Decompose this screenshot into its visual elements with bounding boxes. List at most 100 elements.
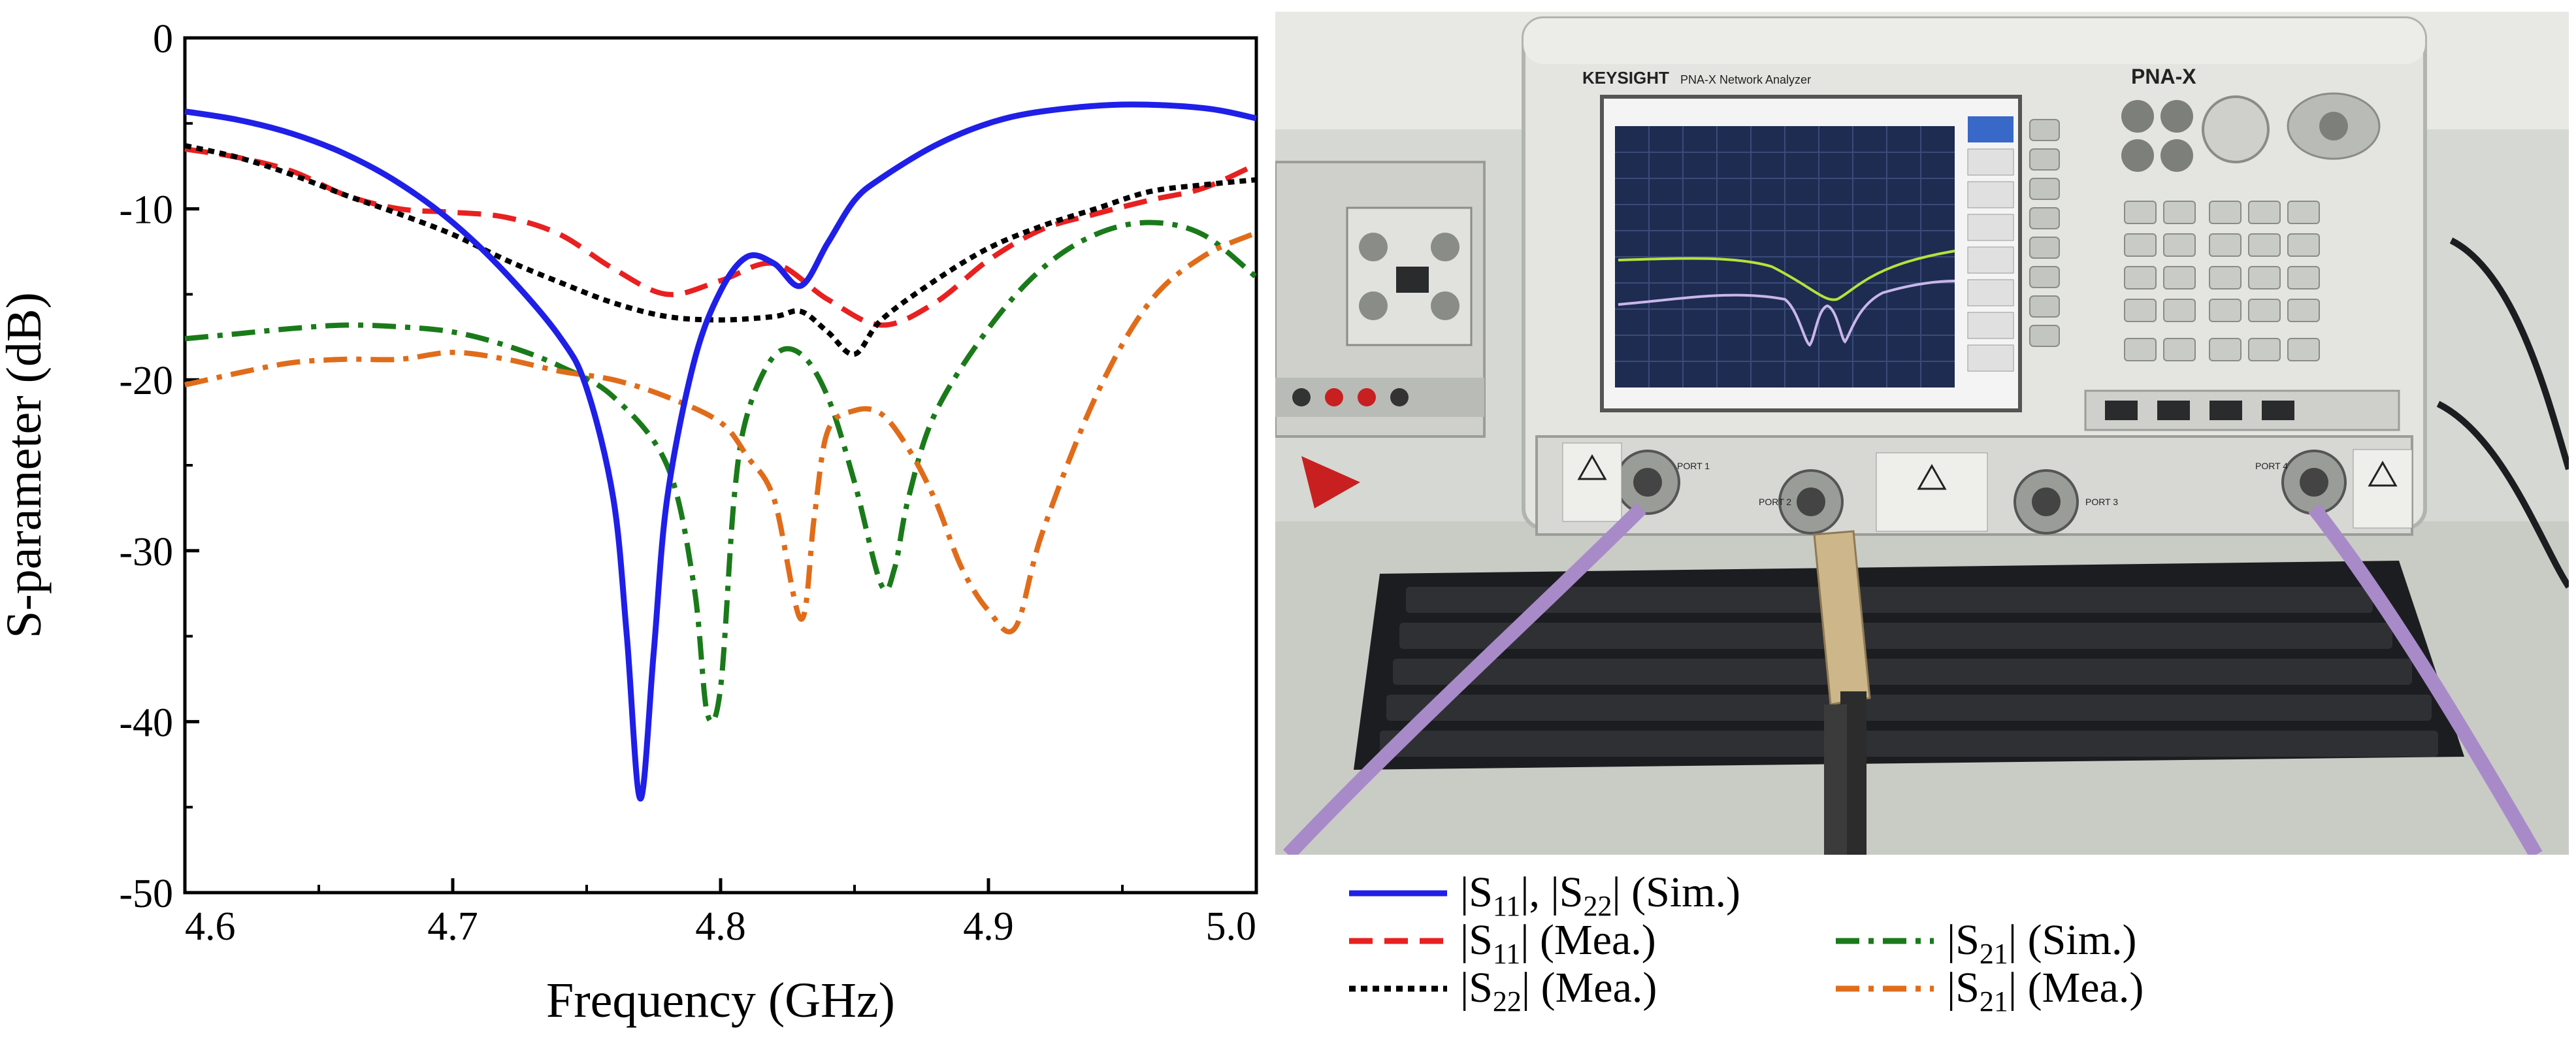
hardkey[interactable] — [2029, 266, 2060, 288]
softkey[interactable] — [1967, 181, 2014, 208]
key[interactable] — [2124, 201, 2157, 224]
port-2[interactable]: PORT 2 — [1759, 469, 1844, 535]
series-line-2 — [184, 146, 1258, 328]
key[interactable] — [2163, 201, 2196, 224]
usb-port-icon[interactable] — [2209, 401, 2242, 420]
softkey[interactable] — [1968, 116, 2014, 142]
photo-illustration: KEYSIGHT PNA-X Network Analyzer PNA-X — [1275, 12, 2569, 855]
softkey[interactable] — [1967, 246, 2014, 274]
x-axis-title: Frequency (GHz) — [546, 973, 895, 1028]
nav-key[interactable] — [2160, 100, 2193, 133]
hardkey[interactable] — [2029, 207, 2060, 229]
usb-port-icon[interactable] — [2105, 401, 2138, 420]
terminal-icon — [1358, 388, 1376, 406]
series-line-1 — [184, 101, 1257, 802]
key[interactable] — [2248, 233, 2281, 257]
softkey-column — [1967, 116, 2014, 372]
y-axis-title: S-parameter (dB) — [0, 292, 52, 638]
purple-cable — [1283, 503, 1646, 855]
port1-label: PORT 1 — [1677, 461, 1710, 471]
key[interactable] — [2248, 266, 2281, 289]
key[interactable] — [2287, 266, 2320, 289]
enter-key[interactable] — [2319, 112, 2348, 140]
key[interactable] — [2124, 299, 2157, 322]
chassis-handle-top — [1524, 18, 2425, 64]
key[interactable] — [2248, 201, 2281, 224]
black-cable — [2436, 401, 2569, 589]
series-line-3 — [184, 142, 1257, 357]
softkey[interactable] — [1967, 148, 2014, 176]
rotary-knob-icon[interactable] — [2202, 95, 2270, 163]
key[interactable] — [2209, 201, 2242, 224]
x-tick-label: 5.0 — [1206, 904, 1257, 949]
legend-label: |S11| (Mea.) — [1460, 916, 1656, 970]
hardkey[interactable] — [2029, 237, 2060, 259]
softkey[interactable] — [1967, 344, 2014, 372]
hardkey[interactable] — [2029, 295, 2060, 318]
key[interactable] — [2287, 299, 2320, 322]
nav-key[interactable] — [2121, 100, 2154, 133]
series-line-5 — [184, 230, 1258, 635]
hardkey[interactable] — [2029, 119, 2060, 141]
hardkey[interactable] — [2029, 178, 2060, 200]
key[interactable] — [2163, 233, 2196, 257]
axis-ticks: 4.6 4.7 4.8 4.9 5.0 0 -10 -20 -30 -40 -50 — [119, 17, 1258, 949]
knob-icon — [1359, 291, 1388, 320]
key[interactable] — [2124, 266, 2157, 289]
legend-item: |S11| (Mea.) — [1349, 916, 1656, 970]
measurement-setup-photo: KEYSIGHT PNA-X Network Analyzer PNA-X — [1275, 12, 2569, 855]
key[interactable] — [2124, 338, 2157, 361]
nav-key[interactable] — [2121, 139, 2154, 172]
probe-clip-icon — [1301, 456, 1360, 508]
legend-label: |S21| (Sim.) — [1947, 916, 2136, 970]
usb-port-icon[interactable] — [2157, 401, 2190, 420]
plot-frame — [183, 36, 1258, 895]
warning-icon — [2368, 460, 2398, 487]
port-3[interactable]: PORT 3 — [2014, 469, 2118, 535]
data-series — [184, 101, 1258, 802]
x-tick-label: 4.9 — [963, 904, 1014, 949]
legend-item: |S11|, |S22| (Sim.) — [1349, 868, 1740, 922]
coax-cable — [1824, 704, 1847, 855]
key[interactable] — [2163, 338, 2196, 361]
screen-grid — [1615, 126, 1955, 388]
y-tick-label: 0 — [153, 17, 173, 61]
antenna-board — [1813, 530, 1871, 706]
softkey[interactable] — [1967, 279, 2014, 306]
key[interactable] — [2209, 266, 2242, 289]
legend-item: |S21| (Sim.) — [1836, 916, 2136, 970]
port3-label: PORT 3 — [2085, 497, 2118, 507]
hardkey[interactable] — [2029, 148, 2060, 171]
usb-port-icon[interactable] — [2262, 401, 2294, 420]
key[interactable] — [2209, 338, 2242, 361]
nav-key[interactable] — [2160, 139, 2193, 172]
softkey[interactable] — [1967, 312, 2014, 339]
key[interactable] — [2163, 299, 2196, 322]
key[interactable] — [2163, 266, 2196, 289]
knob-icon — [1431, 291, 1459, 320]
key[interactable] — [2248, 338, 2281, 361]
hardkey-column — [2029, 119, 2060, 347]
softkey[interactable] — [1967, 214, 2014, 241]
key[interactable] — [2248, 299, 2281, 322]
keyboard-keys — [1380, 587, 2438, 757]
y-tick-label: -10 — [119, 188, 173, 233]
key[interactable] — [2287, 233, 2320, 257]
s-parameter-chart: 4.6 4.7 4.8 4.9 5.0 0 -10 -20 -30 -40 -50 Frequenc… — [0, 17, 1258, 1028]
black-cable — [2449, 237, 2569, 470]
hardkey[interactable] — [2029, 325, 2060, 347]
legend-label: |S22| (Mea.) — [1460, 964, 1657, 1017]
key[interactable] — [2124, 233, 2157, 257]
key[interactable] — [2287, 201, 2320, 224]
terminal-icon — [1292, 388, 1311, 406]
x-tick-label: 4.7 — [427, 904, 478, 949]
knob-icon — [1359, 233, 1388, 261]
key[interactable] — [2287, 338, 2320, 361]
keypad — [2121, 92, 2381, 172]
key[interactable] — [2209, 233, 2242, 257]
key[interactable] — [2209, 299, 2242, 322]
x-tick-label: 4.6 — [185, 904, 236, 949]
warning-icon — [1917, 463, 1947, 490]
port-4[interactable]: PORT 4 — [2255, 450, 2347, 515]
y-tick-label: -30 — [119, 530, 173, 574]
